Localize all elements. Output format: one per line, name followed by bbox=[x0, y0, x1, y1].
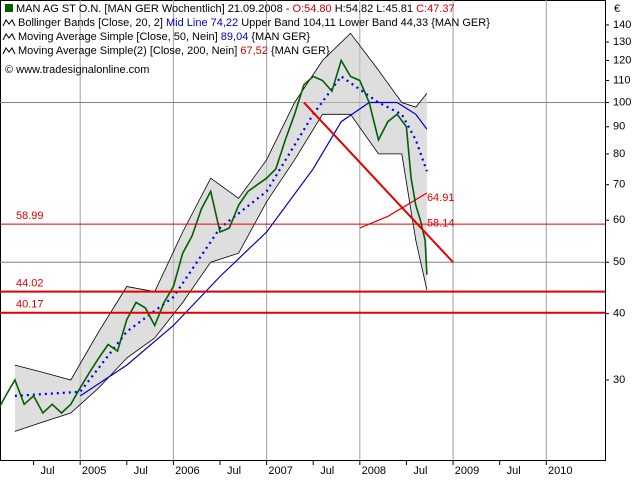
legend-entry: Moving Average Simple [Close, 50, Nein] … bbox=[18, 31, 310, 43]
legend-icon bbox=[2, 33, 16, 41]
legend-entry-part: {MAN GER} bbox=[268, 45, 330, 57]
level-label: 58.99 bbox=[16, 210, 44, 222]
x-tick-label: Jul bbox=[227, 465, 241, 477]
legend-entry-part: Moving Average Simple(2) [Close, 200, Ne… bbox=[18, 45, 240, 57]
y-tick-label: 140 bbox=[613, 19, 631, 31]
legend-entry-part: Mid Line 74,22 bbox=[166, 17, 238, 29]
y-tick-label: 70 bbox=[613, 179, 625, 191]
header-part: O:54.80 bbox=[293, 3, 332, 15]
x-tick-label: 2009 bbox=[455, 465, 479, 477]
legend-entry-part: 67,52 bbox=[240, 45, 268, 57]
legend-entry-part: Upper Band 104,11 Lower Band 44,33 {MAN … bbox=[238, 17, 490, 29]
x-tick-label: Jul bbox=[507, 465, 521, 477]
legend-entry: Bollinger Bands [Close, 20, 2] Mid Line … bbox=[18, 17, 490, 29]
y-tick-label: 40 bbox=[613, 308, 625, 320]
legend-entry-part: Bollinger Bands [Close, 20, 2] bbox=[18, 17, 166, 29]
x-tick-label: 2007 bbox=[268, 465, 292, 477]
x-tick-label: 2010 bbox=[548, 465, 572, 477]
header-marker bbox=[5, 4, 13, 12]
y-tick-label: 80 bbox=[613, 148, 625, 160]
y-tick-label: 30 bbox=[613, 374, 625, 386]
indicator-line bbox=[359, 192, 428, 229]
y-tick-label: 130 bbox=[613, 36, 631, 48]
x-tick-label: Jul bbox=[320, 465, 334, 477]
header-part: H:54.82 L:45.81 bbox=[332, 3, 416, 15]
copyright: © www.tradesignalonline.com bbox=[5, 64, 149, 76]
legend-entry: Moving Average Simple(2) [Close, 200, Ne… bbox=[18, 45, 330, 57]
y-tick-label: 120 bbox=[613, 54, 631, 66]
legend-icon bbox=[2, 19, 16, 27]
x-tick-label: 2006 bbox=[175, 465, 199, 477]
lower-band bbox=[14, 113, 428, 432]
legend-entry-part: {MAN GER} bbox=[248, 31, 310, 43]
level-label: 40.17 bbox=[16, 299, 44, 311]
header-part: C:47.37 bbox=[416, 3, 455, 15]
currency: € bbox=[614, 3, 620, 15]
annotation: 64.91 bbox=[427, 192, 455, 204]
x-tick-label: Jul bbox=[41, 465, 55, 477]
y-tick-label: 110 bbox=[613, 74, 631, 86]
legend-entry-part: 89,04 bbox=[221, 31, 249, 43]
x-tick-label: 2008 bbox=[362, 465, 386, 477]
legend-entry-part: Moving Average Simple [Close, 50, Nein] bbox=[18, 31, 221, 43]
y-tick-label: 60 bbox=[613, 214, 625, 226]
x-tick-label: Jul bbox=[134, 465, 148, 477]
legend-icon bbox=[2, 47, 16, 55]
x-tick-label: Jul bbox=[413, 465, 427, 477]
header: MAN AG ST O.N. [MAN GER Wochentlich] 21.… bbox=[16, 3, 455, 15]
y-tick-label: 50 bbox=[613, 256, 625, 268]
level-label: 44.02 bbox=[16, 278, 44, 290]
upper-band bbox=[14, 32, 428, 381]
price-line bbox=[0, 58, 428, 415]
y-tick-label: 100 bbox=[613, 96, 631, 108]
header-part: MAN AG ST O.N. [MAN GER Wochentlich] 21.… bbox=[16, 3, 293, 15]
indicator-line bbox=[79, 101, 428, 397]
x-tick-label: 2005 bbox=[82, 465, 106, 477]
y-tick-label: 90 bbox=[613, 121, 625, 133]
trend-line bbox=[303, 101, 454, 263]
annotation: 58.14 bbox=[427, 217, 455, 229]
